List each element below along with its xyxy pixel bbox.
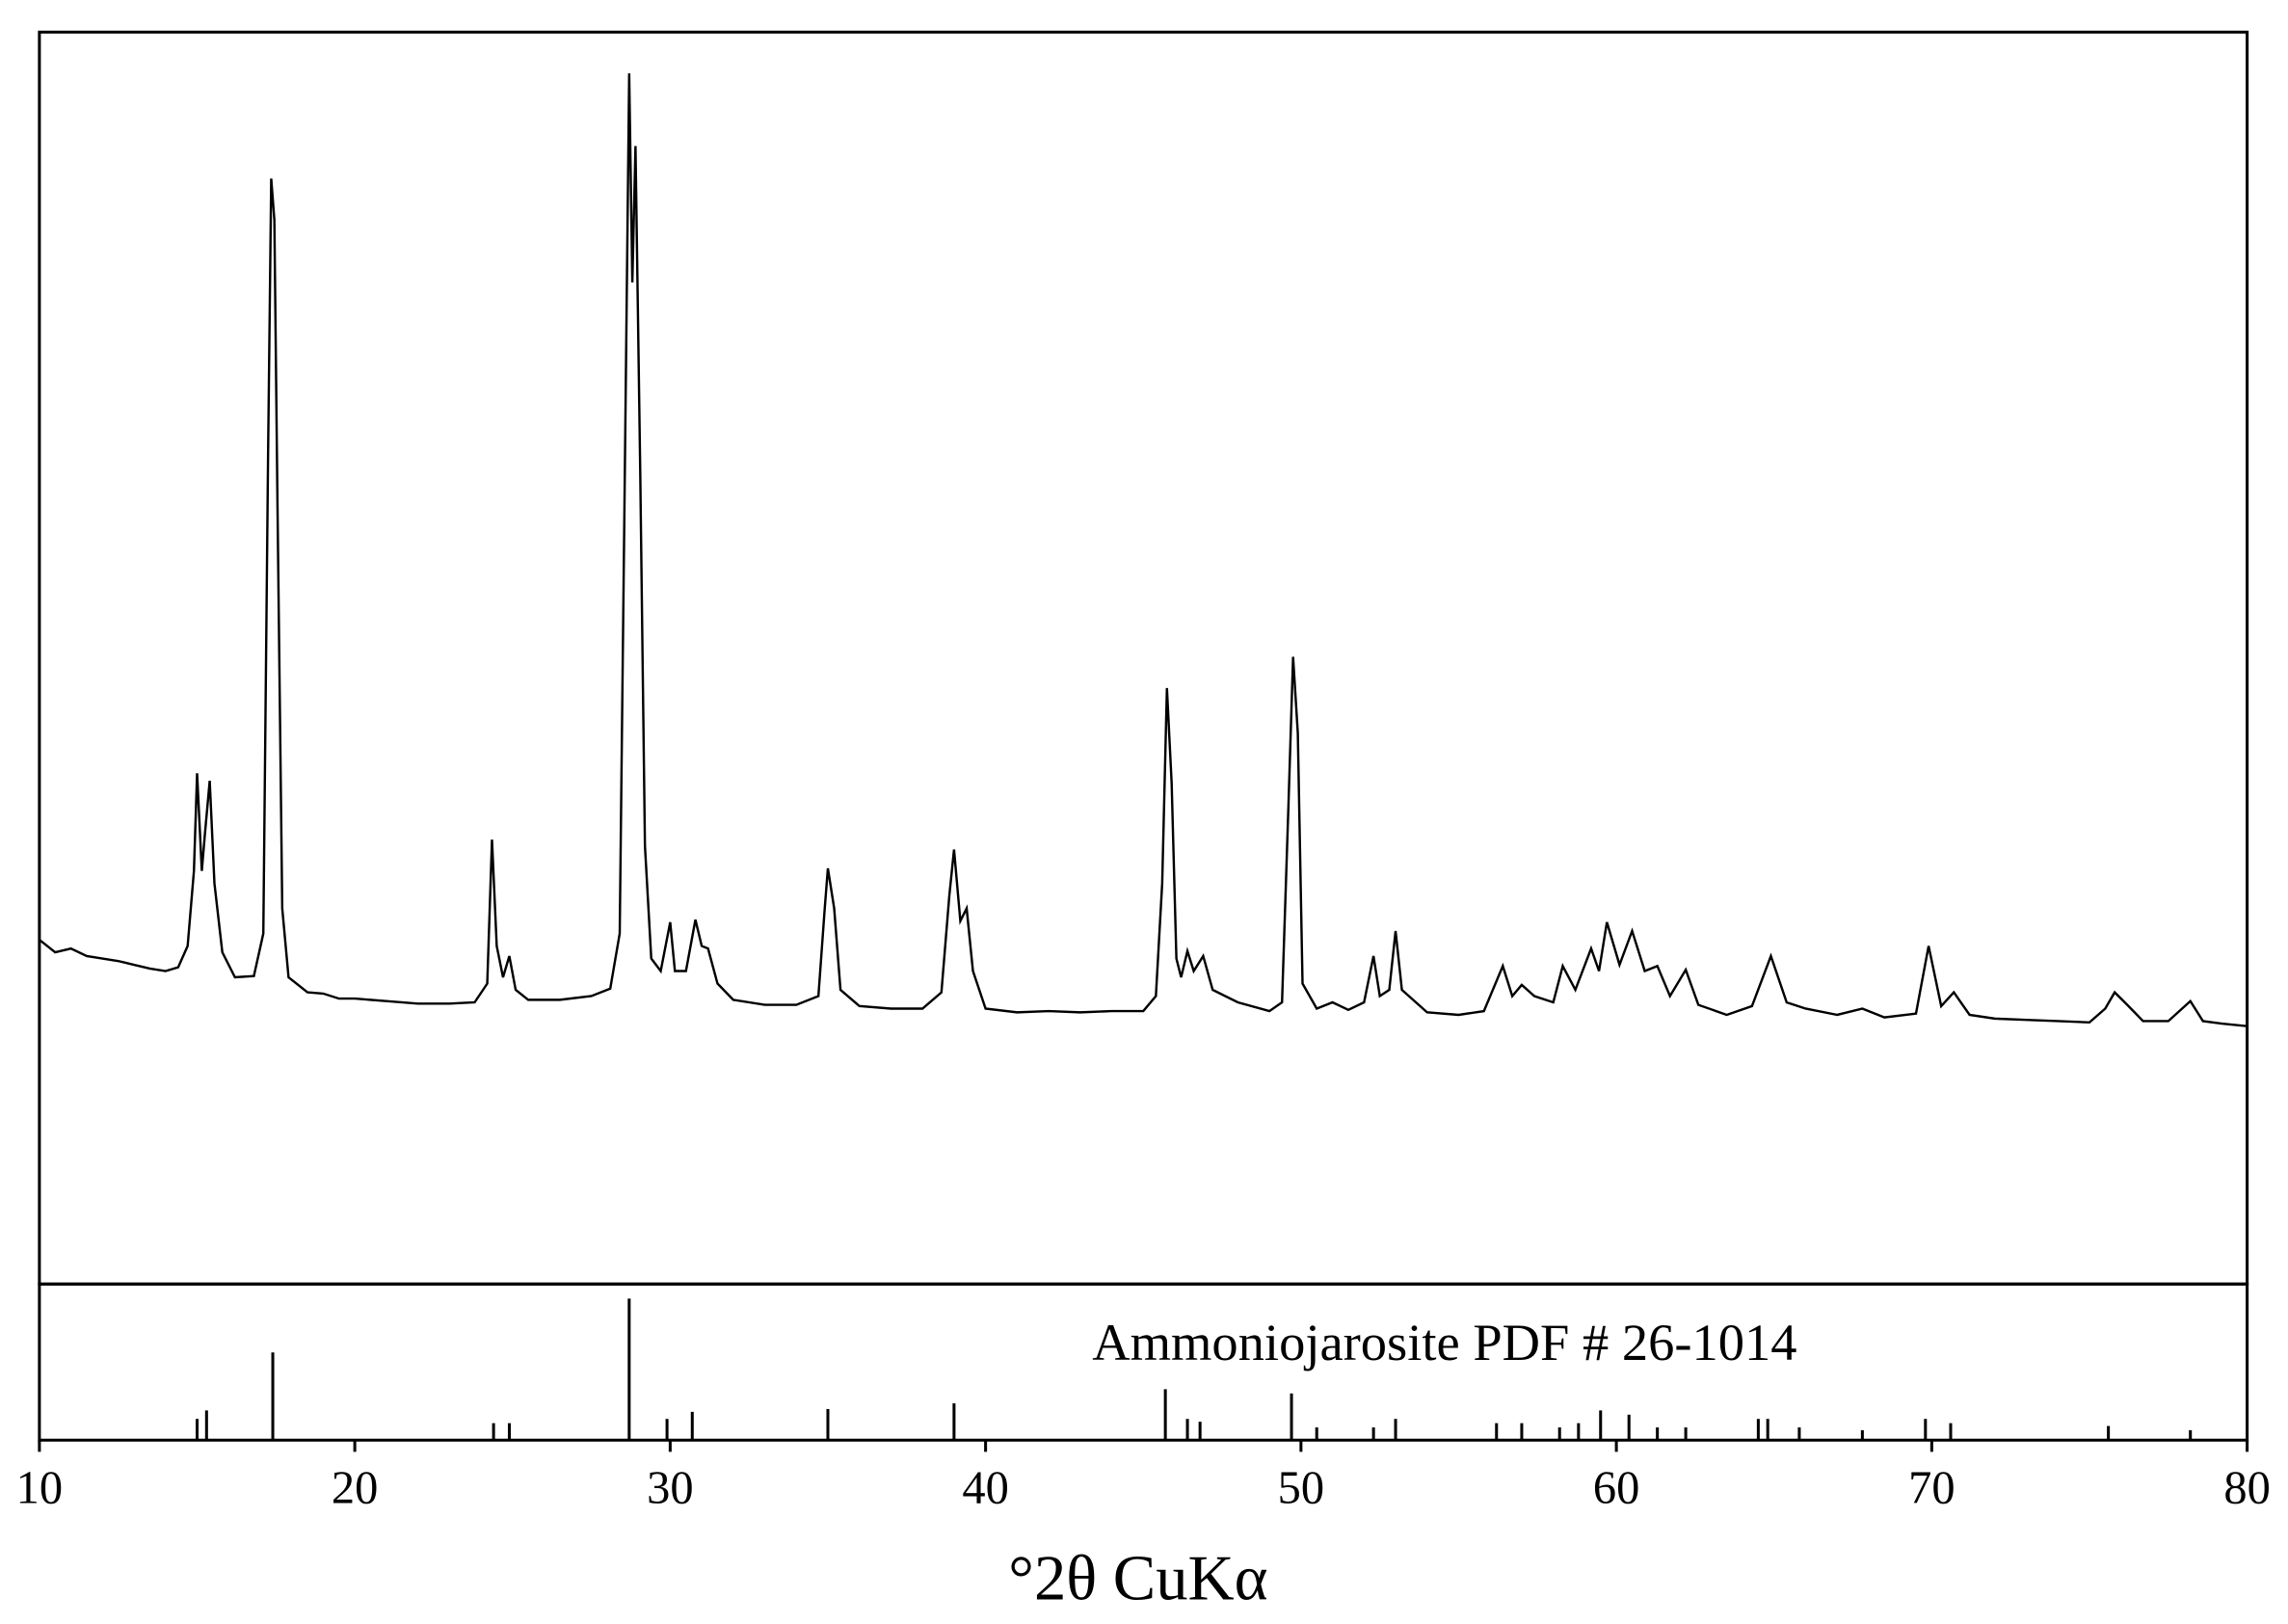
x-axis-label: °2θ CuKα bbox=[1008, 1543, 1267, 1613]
x-tick-label: 80 bbox=[2223, 1462, 2270, 1513]
x-tick-label: 30 bbox=[647, 1462, 693, 1513]
x-tick-label: 20 bbox=[332, 1462, 378, 1513]
annotation: Ammoniojarosite PDF # 26-1014 bbox=[1092, 1313, 1796, 1371]
x-tick-label: 40 bbox=[962, 1462, 1008, 1513]
reference-frame bbox=[38, 1282, 2249, 1442]
plot-frame bbox=[38, 30, 2249, 1286]
xrd-pattern bbox=[39, 73, 2248, 1027]
x-tick-label: 50 bbox=[1278, 1462, 1324, 1513]
x-tick-label: 10 bbox=[16, 1462, 63, 1513]
x-tick-label: 70 bbox=[1908, 1462, 1955, 1513]
x-tick-label: 60 bbox=[1593, 1462, 1639, 1513]
